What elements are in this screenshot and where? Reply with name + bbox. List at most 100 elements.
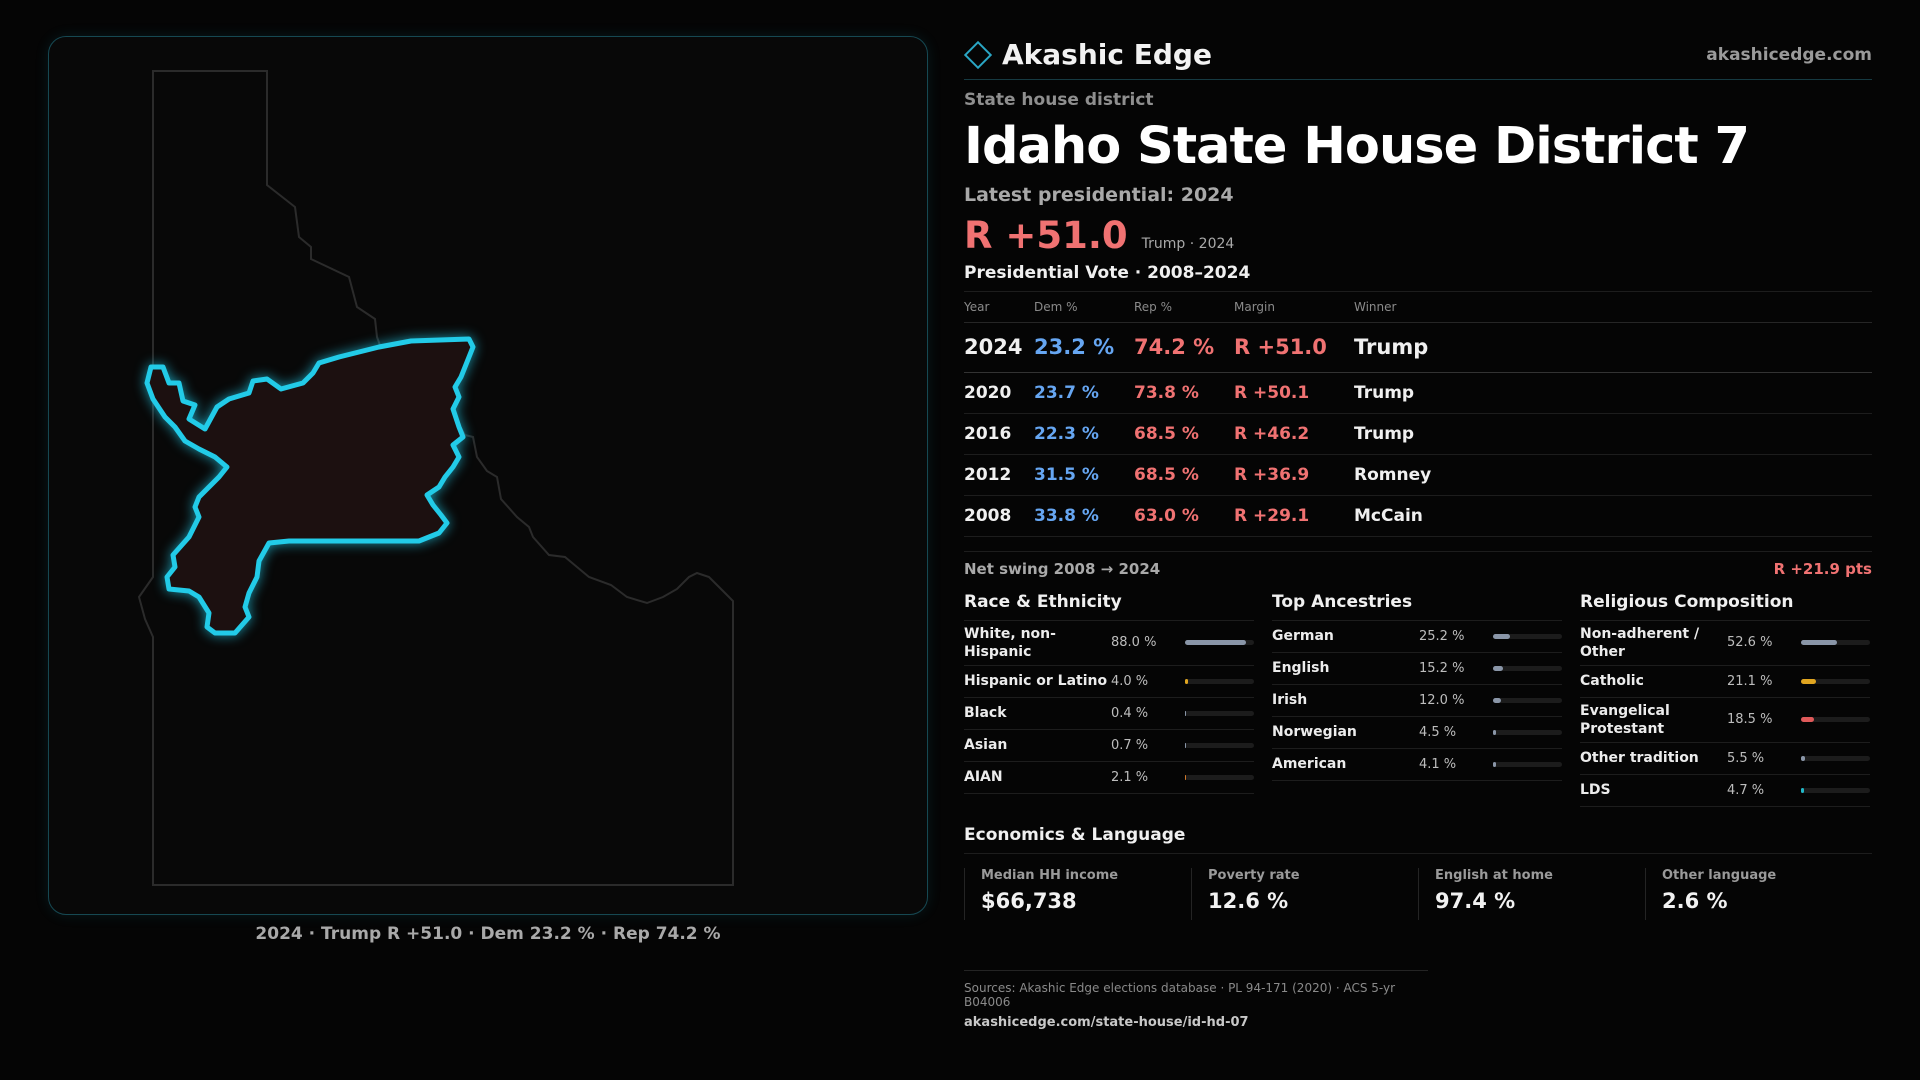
item-label: Catholic: [1580, 673, 1644, 689]
cell-winner: Trump: [1354, 413, 1872, 455]
item-value: 18.5 %: [1727, 712, 1773, 727]
col-header-winner: Winner: [1354, 292, 1872, 323]
presidential-vote-table: Year Dem % Rep % Margin Winner 2024 23.2…: [964, 292, 1872, 537]
latest-margin-sub: Trump · 2024: [1141, 236, 1235, 252]
econ-value: 97.4 %: [1435, 888, 1516, 913]
econ-value: 2.6 %: [1662, 888, 1728, 913]
econ-card-income: Median HH income $66,738: [964, 867, 1191, 920]
list-item: Asian 0.7 %: [964, 730, 1254, 762]
item-label: Evangelical Protestant: [1580, 702, 1670, 737]
econ-label: Poverty rate: [1208, 867, 1300, 883]
brand[interactable]: Akashic Edge: [963, 38, 1212, 71]
list-item: Hispanic or Latino 4.0 %: [964, 666, 1254, 698]
col-header-dem: Dem %: [1034, 292, 1134, 323]
list-item: American 4.1 %: [1272, 749, 1562, 781]
item-label: LDS: [1580, 782, 1611, 798]
source-url-link[interactable]: akashicedge.com/state-house/id-hd-07: [964, 1014, 1249, 1030]
item-value: 4.7 %: [1727, 782, 1765, 798]
site-link[interactable]: akashicedge.com: [1706, 44, 1872, 65]
item-label: Black: [964, 705, 1007, 721]
cell-rep: 74.2 %: [1134, 322, 1234, 373]
cell-rep: 73.8 %: [1134, 372, 1234, 414]
race-ethnicity-section: Race & Ethnicity White, non-Hispanic 88.0…: [964, 592, 1254, 807]
cell-dem: 23.7 %: [1034, 372, 1134, 414]
item-bar: [1801, 717, 1870, 722]
economics-cards: Median HH income $66,738 Poverty rate 12…: [964, 867, 1872, 920]
item-bar: [1185, 710, 1254, 716]
list-item: Other tradition 5.5 %: [1580, 743, 1870, 775]
econ-value: $66,738: [981, 888, 1077, 913]
item-bar-fill: [1185, 678, 1188, 684]
net-swing-value: R +21.9 pts: [1773, 559, 1872, 578]
table-row: 2008 33.8 % 63.0 % R +29.1 McCain: [964, 495, 1872, 537]
item-value: 4.1 %: [1419, 756, 1457, 772]
economics-title: Economics & Language: [964, 825, 1872, 854]
cell-dem: 31.5 %: [1034, 454, 1134, 496]
cell-dem: 22.3 %: [1034, 413, 1134, 455]
economics-section: Economics & Language Median HH income $6…: [964, 825, 1872, 920]
item-label: Irish: [1272, 692, 1308, 708]
item-value: 12.0 %: [1419, 692, 1465, 708]
brand-name: Akashic Edge: [1002, 38, 1212, 71]
cell-year: 2016: [964, 413, 1034, 455]
cell-winner: Trump: [1354, 322, 1872, 373]
page-title: Idaho State House District 7: [964, 117, 1750, 176]
cell-margin: R +51.0: [1234, 322, 1354, 373]
item-label: Other tradition: [1580, 750, 1699, 766]
cell-winner: Trump: [1354, 372, 1872, 414]
net-swing: Net swing 2008 → 2024 R +21.9 pts: [964, 550, 1872, 578]
item-bar-fill: [1493, 697, 1502, 703]
religion-title: Religious Composition: [1580, 592, 1870, 621]
item-value: 0.7 %: [1111, 737, 1149, 753]
econ-card-english: English at home 97.4 %: [1418, 867, 1645, 920]
econ-value: 12.6 %: [1208, 888, 1289, 913]
econ-card-other-language: Other language 2.6 %: [1645, 867, 1872, 920]
list-item: Irish 12.0 %: [1272, 685, 1562, 717]
item-bar-fill: [1801, 640, 1838, 645]
map-caption: 2024 · Trump R +51.0 · Dem 23.2 % · Rep …: [255, 924, 721, 944]
item-value: 15.2 %: [1419, 660, 1465, 676]
item-value: 21.1 %: [1727, 673, 1773, 689]
table-row: 2016 22.3 % 68.5 % R +46.2 Trump: [964, 413, 1872, 455]
cell-dem: 33.8 %: [1034, 495, 1134, 537]
list-item: Black 0.4 %: [964, 698, 1254, 730]
list-item: White, non-Hispanic 88.0 %: [964, 621, 1254, 666]
item-bar: [1801, 678, 1870, 684]
item-value: 52.6 %: [1727, 635, 1773, 650]
item-bar-fill: [1801, 717, 1814, 722]
item-bar-fill: [1493, 665, 1504, 671]
religion-section: Religious Composition Non-adherent / Oth…: [1580, 592, 1870, 807]
cell-rep: 68.5 %: [1134, 454, 1234, 496]
item-value: 4.0 %: [1111, 673, 1149, 689]
latest-presidential-label: Latest presidential: 2024: [964, 184, 1234, 206]
item-value: 88.0 %: [1111, 635, 1157, 650]
map-panel[interactable]: [48, 36, 928, 915]
demographics: Race & Ethnicity White, non-Hispanic 88.0…: [964, 592, 1872, 807]
econ-card-poverty: Poverty rate 12.6 %: [1191, 867, 1418, 920]
item-label: German: [1272, 628, 1334, 644]
item-bar: [1801, 755, 1870, 761]
item-bar-fill: [1801, 678, 1816, 684]
item-bar: [1185, 678, 1254, 684]
item-value: 2.1 %: [1111, 769, 1149, 785]
item-label: Norwegian: [1272, 724, 1357, 740]
item-bar: [1801, 787, 1870, 793]
item-value: 4.5 %: [1419, 724, 1457, 740]
presidential-vote-title: Presidential Vote · 2008–2024: [964, 263, 1872, 292]
net-swing-label: Net swing 2008 → 2024: [964, 559, 1161, 578]
item-label: White, non-Hispanic: [964, 625, 1056, 660]
district-map[interactable]: [49, 37, 929, 916]
item-bar-fill: [1185, 742, 1187, 748]
district-shape[interactable]: [144, 336, 476, 636]
list-item: AIAN 2.1 %: [964, 762, 1254, 794]
item-bar: [1185, 774, 1254, 780]
cell-rep: 68.5 %: [1134, 413, 1234, 455]
item-label: Hispanic or Latino: [964, 673, 1108, 689]
item-label: Asian: [964, 737, 1008, 753]
table-row: 2024 23.2 % 74.2 % R +51.0 Trump: [964, 322, 1872, 373]
list-item: Non-adherent / Other 52.6 %: [1580, 621, 1870, 666]
item-bar: [1493, 665, 1562, 671]
item-label: American: [1272, 756, 1347, 772]
detail-panel: Akashic Edge akashicedge.com State house…: [963, 30, 1872, 1030]
sources-line: Sources: Akashic Edge elections database…: [964, 980, 1396, 1009]
